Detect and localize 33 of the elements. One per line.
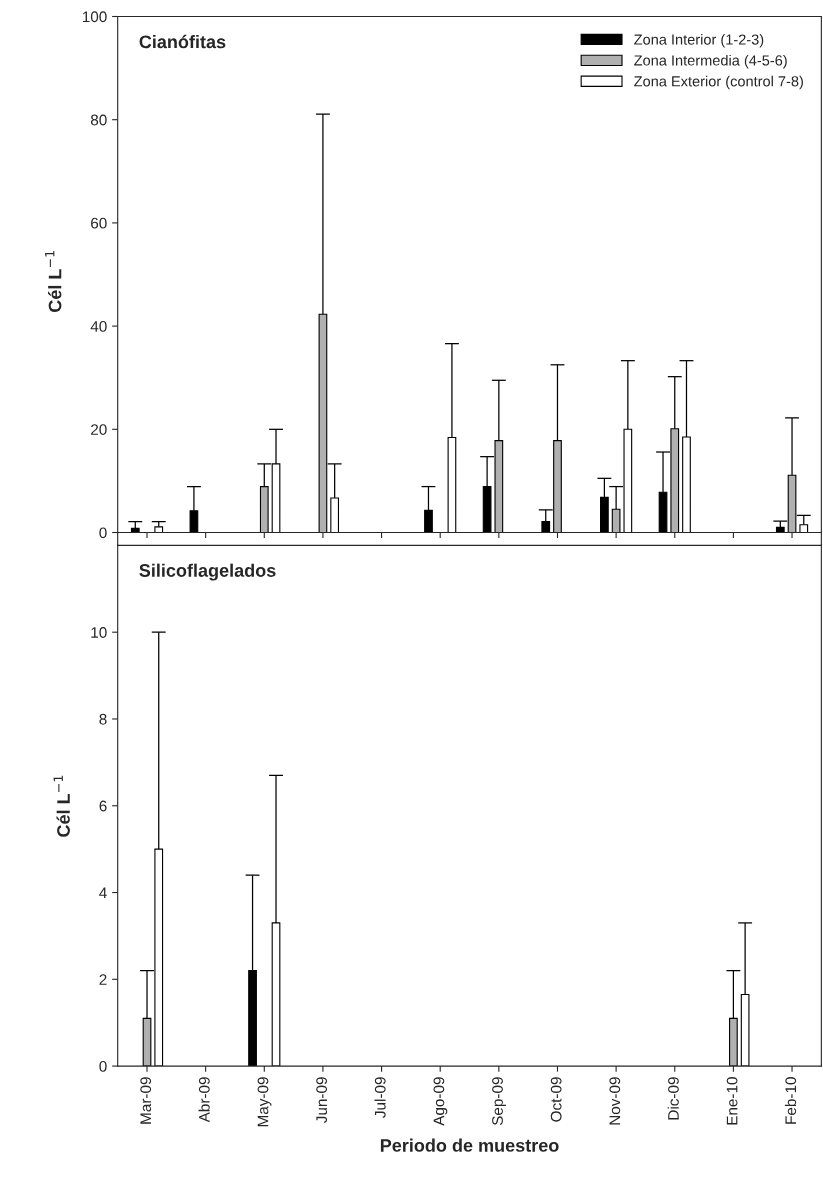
y-tick-label: 80: [90, 114, 107, 126]
x-tick-label: Oct-09: [550, 1077, 562, 1122]
x-tick-label: Ene-10: [726, 1077, 738, 1125]
x-tick-label: Mar-09: [140, 1077, 152, 1124]
y-tick-label: 100: [82, 11, 107, 23]
y-tick-label: 40: [90, 320, 107, 332]
y-tick-label: 0: [99, 527, 107, 539]
x-tick-label: Ago-09: [433, 1077, 448, 1126]
y-tick-label: 8: [99, 713, 107, 725]
y-tick-label: 60: [91, 217, 107, 229]
x-tick-label: Abr-09: [198, 1077, 210, 1123]
y-tick-label: 10: [91, 627, 107, 638]
x-tick-label: Jul-09: [374, 1077, 386, 1118]
legend-label: Zona Interior (1-2-3): [634, 33, 764, 48]
x-tick-label: Dic-09: [667, 1077, 679, 1120]
y-tick-label: 2: [99, 974, 107, 985]
y-axis-title: Cél L$^{−1}$: [53, 775, 70, 837]
text: Cianófitas: [139, 34, 226, 49]
x-tick-label: May-09: [257, 1077, 272, 1127]
y-axis-title: Cél L$^{−1}$: [45, 250, 62, 312]
x-tick-label: Feb-10: [784, 1077, 797, 1124]
legend-label: Zona Intermedia (4-5-6): [634, 54, 787, 69]
y-tick-label: 0: [99, 1060, 107, 1072]
x-axis-title: Periodo de muestreo: [380, 1138, 559, 1152]
y-tick-label: 6: [99, 800, 107, 812]
y-tick-label: 20: [91, 424, 107, 435]
y-tick-label: 4: [99, 887, 107, 899]
text: Silicoflagelados: [139, 563, 276, 581]
x-tick-label: Jun-09: [316, 1077, 328, 1123]
x-tick-label: Nov-09: [609, 1077, 621, 1125]
legend-label: Zona Exterior (control 7-8): [634, 75, 803, 90]
x-tick-label: Sep-09: [492, 1077, 506, 1126]
bar: [154, 526, 164, 534]
